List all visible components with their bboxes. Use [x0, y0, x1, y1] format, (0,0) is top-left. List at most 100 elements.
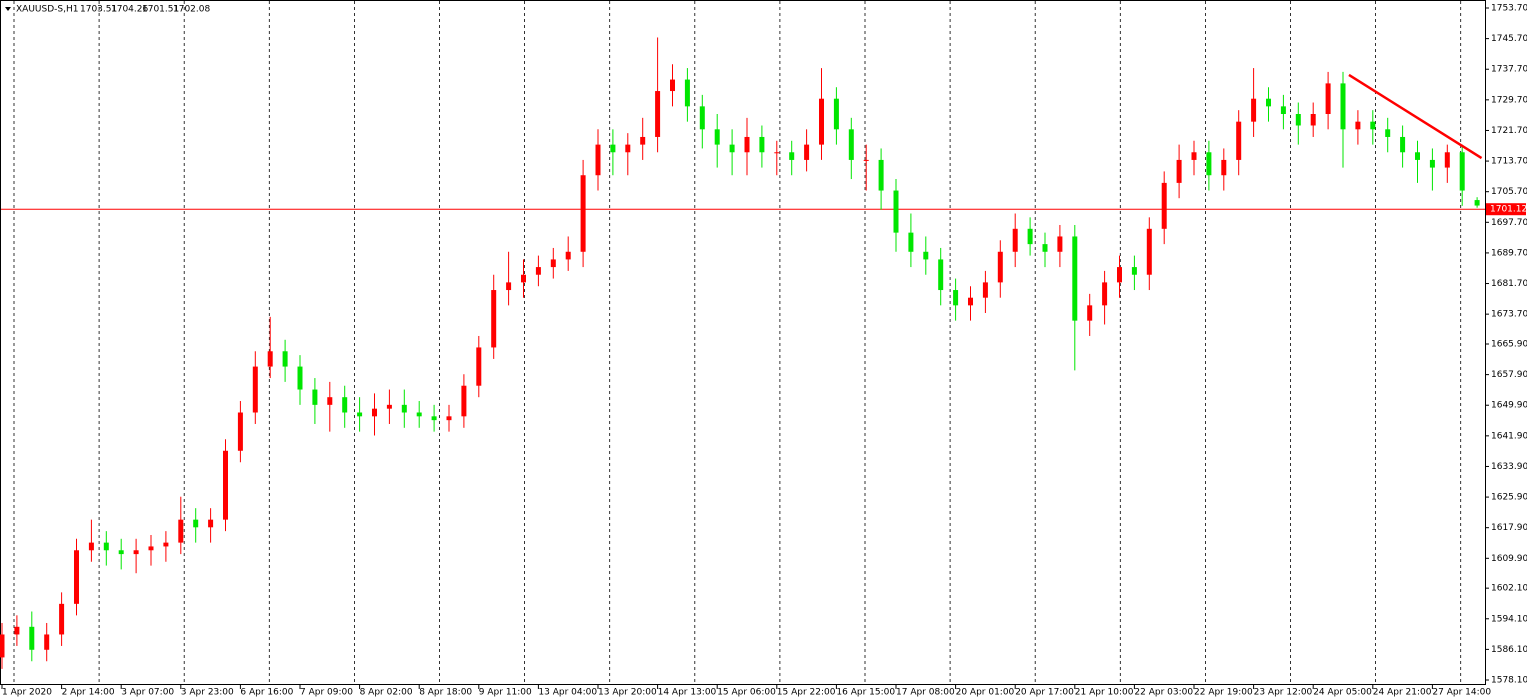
candle-body [1355, 121, 1361, 130]
y-tick-label: 1617.90 [1491, 523, 1527, 533]
candle-body [357, 412, 363, 417]
candle-body [1310, 114, 1316, 126]
candle-body [1027, 228, 1033, 245]
y-tick-label: 1689.70 [1491, 248, 1527, 258]
candle-body [878, 159, 884, 191]
candle-body [237, 412, 243, 451]
y-tick-label: 1641.90 [1491, 431, 1527, 441]
candle-body [267, 351, 273, 367]
candle-body [1444, 152, 1450, 168]
candle-body [74, 550, 79, 604]
y-tick-label: 1729.70 [1491, 95, 1527, 105]
header-low: 1701.51 [142, 5, 179, 15]
candle-body [193, 519, 199, 528]
candle-body [968, 297, 973, 306]
candle-body [1400, 136, 1406, 153]
x-tick-label: 20 Apr 17:00 [1015, 688, 1074, 698]
candle-body [819, 98, 824, 145]
candle-body [401, 404, 407, 413]
candle-body [223, 450, 228, 520]
x-tick-label: 13 Apr 04:00 [538, 688, 597, 698]
candle-body [997, 251, 1003, 283]
candle-body [476, 347, 482, 386]
candle-body [446, 416, 452, 421]
candle-body [1117, 267, 1122, 283]
candle-body [535, 267, 541, 275]
candle-body [252, 366, 258, 413]
y-tick-label: 1625.90 [1491, 493, 1527, 503]
x-tick-label: 9 Apr 11:00 [479, 688, 532, 698]
candle-body [133, 550, 139, 555]
candle-body [1131, 267, 1137, 275]
candle-body [103, 542, 109, 551]
y-tick-label: 1737.70 [1491, 65, 1527, 75]
x-tick-label: 24 Apr 05:00 [1313, 688, 1372, 698]
x-tick-label: 17 Apr 08:00 [896, 688, 955, 698]
y-tick-label: 1586.10 [1491, 645, 1527, 655]
candle-body [863, 159, 869, 161]
candle-body [88, 542, 94, 551]
header-open: 1703.51 [80, 5, 117, 15]
candle-body [789, 152, 795, 160]
y-tick-label: 1673.70 [1491, 310, 1527, 320]
candle-body [312, 389, 318, 405]
x-tick-label: 23 Apr 12:00 [1254, 688, 1313, 698]
candle-body [0, 634, 5, 658]
candle-body [744, 136, 750, 153]
candle-body [506, 282, 512, 291]
candle-body [893, 190, 899, 233]
header-high: 1704.26 [111, 5, 148, 15]
candle-body [1161, 182, 1167, 229]
candle-body [804, 144, 810, 160]
x-tick-label: 14 Apr 13:00 [658, 688, 717, 698]
candle-body [1176, 159, 1182, 183]
plot-frame [0, 0, 1486, 685]
menu-arrow[interactable] [5, 7, 11, 11]
candle-body [1236, 121, 1242, 160]
candle-body [297, 366, 303, 390]
y-tick-label: 1705.70 [1491, 187, 1527, 197]
candle-body [1012, 228, 1018, 252]
candle-body [670, 79, 675, 92]
candle-body [640, 136, 646, 145]
candle-body [1146, 228, 1152, 275]
y-tick-label: 1602.10 [1491, 584, 1527, 594]
x-tick-label: 27 Apr 14:00 [1432, 688, 1491, 698]
y-tick-label: 1594.10 [1491, 614, 1527, 624]
header-close: 1702.08 [173, 5, 210, 15]
x-tick-label: 15 Apr 06:00 [717, 688, 776, 698]
candle-body [684, 79, 690, 107]
y-tick-label: 1649.90 [1491, 401, 1527, 411]
candle-body [1057, 236, 1063, 252]
y-tick-label: 1633.90 [1491, 462, 1527, 472]
candle-body [1191, 152, 1197, 160]
candle-body [714, 129, 720, 145]
bid-label-box [1486, 203, 1526, 216]
candle-body [1221, 159, 1227, 176]
candle-body [491, 290, 497, 348]
x-tick-label: 16 Apr 15:00 [836, 688, 895, 698]
candle-body [1429, 159, 1435, 168]
candle-body [982, 282, 988, 298]
bid-label: 1701.12 [1490, 205, 1527, 215]
candle-body [1072, 236, 1078, 321]
candle-body [833, 98, 839, 130]
candle-body [148, 546, 154, 551]
y-tick-label: 1713.70 [1491, 157, 1527, 167]
candle-body [163, 542, 169, 547]
y-tick-label: 1578.10 [1491, 676, 1527, 686]
candle-body [461, 385, 467, 417]
y-tick-label: 1745.70 [1491, 34, 1527, 44]
candle-body [848, 129, 854, 160]
x-tick-label: 2 Apr 14:00 [62, 688, 115, 698]
y-tick-label: 1721.70 [1491, 126, 1527, 136]
candle-body [923, 251, 929, 260]
candle-body [595, 144, 601, 176]
candle-body [580, 175, 586, 252]
y-tick-label: 1657.90 [1491, 370, 1527, 380]
x-tick-label: 6 Apr 16:00 [240, 688, 293, 698]
trendline [1348, 73, 1483, 160]
candle-body [1042, 244, 1048, 252]
candle-body [431, 416, 437, 421]
